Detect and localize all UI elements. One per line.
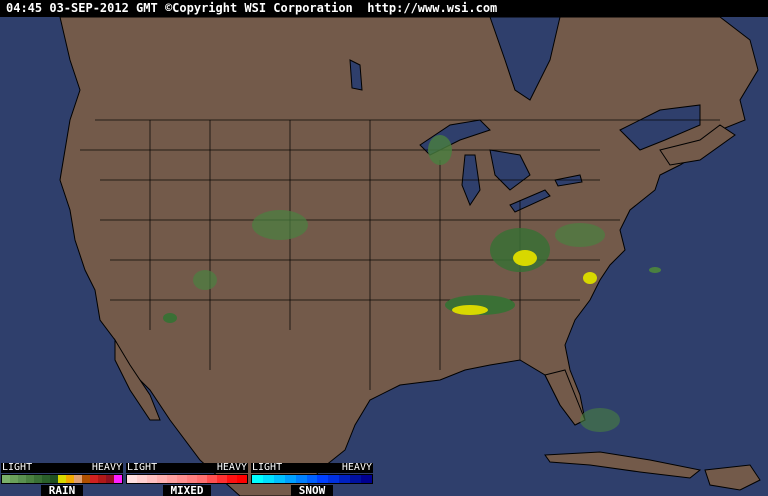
legend-swatch: [82, 475, 90, 483]
echo: [649, 267, 661, 273]
legend-swatch: [361, 475, 372, 483]
legend-heavy-label: HEAVY: [216, 462, 247, 473]
legend-rain: LIGHT HEAVY RAIN: [1, 463, 123, 496]
legend-swatch: [339, 475, 351, 483]
cuba: [544, 451, 702, 479]
legend-swatch: [26, 475, 34, 483]
legend-swatch: [237, 475, 247, 483]
mixed-color-scale: [126, 474, 248, 484]
legend-swatch: [58, 475, 66, 483]
echo: [252, 210, 308, 240]
legend-swatch: [127, 475, 137, 483]
echo: [513, 250, 537, 266]
legend-swatch: [147, 475, 157, 483]
radar-echoes: [163, 135, 661, 432]
legend-swatch: [42, 475, 50, 483]
echo: [428, 135, 452, 165]
north-america-landmass: [59, 17, 759, 496]
lake-winnipeg: [349, 59, 363, 91]
echo: [163, 313, 177, 323]
hudson-bay: [489, 17, 561, 101]
legend-swatch: [262, 475, 274, 483]
legend-snow: LIGHT HEAVY SNOW: [251, 463, 373, 496]
legend-swatch: [284, 475, 296, 483]
snow-color-scale: [251, 474, 373, 484]
echo: [490, 228, 550, 272]
legend-swatch: [187, 475, 197, 483]
legend-swatch: [106, 475, 114, 483]
legend-title: RAIN: [41, 485, 83, 496]
hispaniola: [704, 464, 761, 491]
legend-swatch: [74, 475, 82, 483]
legend-heavy-label: HEAVY: [91, 462, 122, 473]
legend-swatch: [157, 475, 167, 483]
nova-scotia: [659, 124, 736, 166]
legend-swatch: [177, 475, 187, 483]
legend-light-label: LIGHT: [252, 462, 283, 473]
echo: [193, 270, 217, 290]
legend-swatch: [98, 475, 106, 483]
us-radar-map: [59, 17, 761, 496]
timestamp-copyright-bar: 04:45 03-SEP-2012 GMT ©Copyright WSI Cor…: [0, 0, 768, 17]
legend-swatch: [2, 475, 10, 483]
legend-swatch: [90, 475, 98, 483]
legend-title: SNOW: [291, 485, 333, 496]
legend-swatch: [317, 475, 329, 483]
gulf-st-lawrence: [619, 104, 701, 151]
legend-mixed: LIGHT HEAVY MIXED: [126, 463, 248, 496]
legend-swatch: [306, 475, 318, 483]
legend-light-label: LIGHT: [2, 462, 33, 473]
legend-swatch: [167, 475, 177, 483]
legend-swatch: [137, 475, 147, 483]
legend-swatch: [252, 475, 263, 483]
legend-swatch: [328, 475, 340, 483]
legend-swatch: [10, 475, 18, 483]
land: [59, 17, 761, 496]
legend-swatch: [273, 475, 285, 483]
legend-swatch: [34, 475, 42, 483]
echo: [580, 408, 620, 432]
legend-swatch: [350, 475, 362, 483]
legend-swatch: [114, 475, 122, 483]
legend-swatch: [18, 475, 26, 483]
legend-swatch: [197, 475, 207, 483]
legend-swatch: [66, 475, 74, 483]
baja-california: [114, 338, 161, 421]
legend-swatch: [217, 475, 227, 483]
echo: [452, 305, 488, 315]
legend-swatch: [295, 475, 307, 483]
echo: [555, 223, 605, 247]
legend-swatch: [207, 475, 217, 483]
lake-ontario: [554, 174, 583, 187]
echo: [583, 272, 597, 284]
rain-color-scale: [1, 474, 123, 484]
legend-swatch: [227, 475, 237, 483]
legend-heavy-label: HEAVY: [341, 462, 372, 473]
legend-light-label: LIGHT: [127, 462, 158, 473]
legend-swatch: [50, 475, 58, 483]
legend-title: MIXED: [163, 485, 211, 496]
